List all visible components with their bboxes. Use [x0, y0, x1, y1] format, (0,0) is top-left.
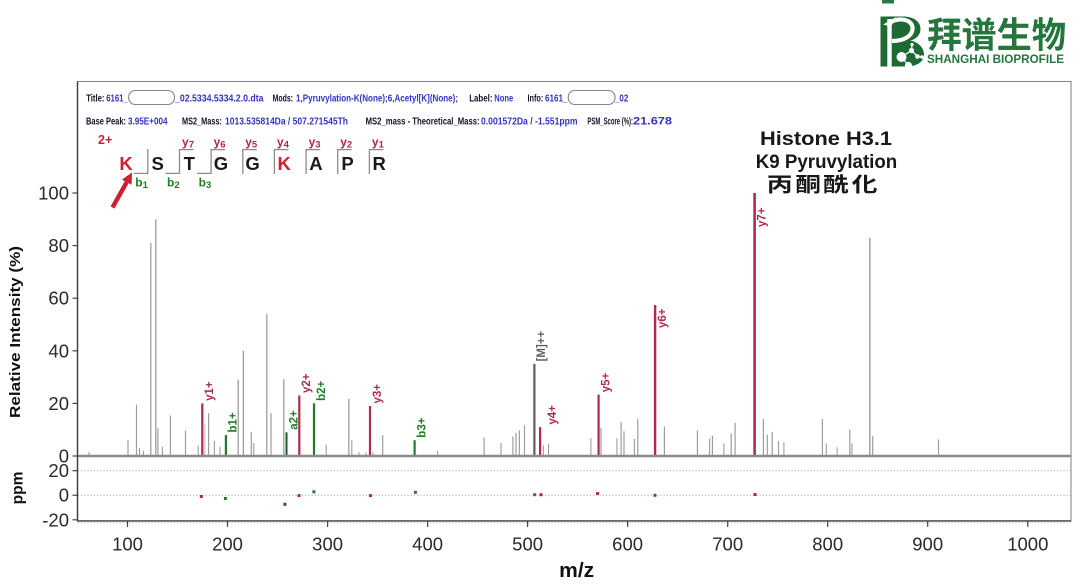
svg-text:y1+: y1+ — [204, 381, 216, 401]
svg-text:200: 200 — [212, 534, 243, 555]
svg-text:0: 0 — [59, 446, 69, 467]
svg-text:y2: y2 — [340, 135, 352, 151]
svg-text:y3: y3 — [309, 135, 321, 151]
svg-text:3.95E+004: 3.95E+004 — [128, 117, 168, 128]
svg-text:20: 20 — [48, 460, 69, 481]
svg-text:2+: 2+ — [98, 133, 112, 147]
svg-text:G: G — [214, 153, 228, 174]
svg-text:60: 60 — [48, 288, 69, 309]
svg-text:b2+: b2+ — [316, 380, 328, 400]
svg-text:A: A — [309, 153, 322, 174]
svg-text:y6: y6 — [214, 135, 226, 151]
svg-text:None: None — [494, 94, 514, 105]
svg-text:y4: y4 — [277, 135, 290, 151]
svg-text:K: K — [278, 153, 292, 174]
svg-text:b3+: b3+ — [416, 417, 428, 437]
svg-text:b2: b2 — [167, 176, 180, 192]
svg-text:Mods:: Mods: — [273, 94, 293, 105]
svg-text:y2+: y2+ — [301, 373, 313, 393]
svg-text:100: 100 — [38, 183, 69, 204]
svg-text:y5+: y5+ — [600, 372, 612, 392]
svg-text:-20: -20 — [42, 509, 69, 530]
svg-text:_02.5334.5334.2.0.dta: _02.5334.5334.2.0.dta — [174, 94, 264, 105]
svg-text:0.001572Da / -1.551ppm: 0.001572Da / -1.551ppm — [481, 117, 578, 128]
svg-text:800: 800 — [812, 534, 843, 555]
svg-text:y6+: y6+ — [657, 308, 669, 328]
svg-text:_02: _02 — [614, 94, 629, 105]
svg-text:y7+: y7+ — [757, 207, 769, 227]
svg-text:6161_: 6161_ — [545, 94, 568, 105]
svg-text:Base Peak:: Base Peak: — [86, 117, 126, 128]
svg-text:y4+: y4+ — [547, 405, 559, 425]
svg-text:m/z: m/z — [559, 560, 594, 582]
svg-text:Info:: Info: — [528, 94, 544, 105]
svg-text:b1: b1 — [135, 176, 148, 192]
svg-text:K: K — [119, 153, 133, 174]
svg-text:MS2_mass - Theoretical_Mass:: MS2_mass - Theoretical_Mass: — [366, 117, 480, 128]
svg-text:y7: y7 — [182, 135, 194, 151]
svg-text:K9 Pyruvylation: K9 Pyruvylation — [756, 152, 898, 173]
svg-text:20: 20 — [48, 393, 69, 414]
svg-text:b1+: b1+ — [228, 412, 240, 432]
svg-text:500: 500 — [512, 534, 543, 555]
svg-text:300: 300 — [312, 534, 343, 555]
svg-text:S: S — [152, 153, 164, 174]
svg-text:1000: 1000 — [1007, 534, 1048, 555]
svg-text:T: T — [184, 153, 196, 174]
svg-text:PSM_Score (%):: PSM_Score (%): — [587, 117, 633, 128]
svg-text:y3+: y3+ — [372, 384, 384, 404]
svg-text:1,Pyruvylation-K(None);6,Acety: 1,Pyruvylation-K(None);6,Acetyl[K](None)… — [296, 94, 458, 105]
svg-text:100: 100 — [112, 534, 143, 555]
svg-text:Relative Intensity (%): Relative Intensity (%) — [8, 246, 24, 418]
svg-text:900: 900 — [912, 534, 943, 555]
svg-text:700: 700 — [712, 534, 743, 555]
svg-text:6161_: 6161_ — [106, 94, 128, 105]
svg-text:MS2_Mass:: MS2_Mass: — [182, 117, 222, 128]
svg-text:ppm: ppm — [10, 472, 27, 505]
svg-text:y5: y5 — [245, 135, 258, 151]
svg-text:[M]++: [M]++ — [536, 330, 548, 361]
svg-text:80: 80 — [48, 235, 69, 256]
svg-text:400: 400 — [412, 534, 443, 555]
svg-text:0: 0 — [59, 485, 69, 506]
svg-text:y1: y1 — [372, 135, 385, 151]
svg-text:P: P — [341, 153, 353, 174]
svg-text:1013.535814Da / 507.271545Th: 1013.535814Da / 507.271545Th — [225, 117, 348, 128]
svg-text:SHANGHAI BIOPROFILE: SHANGHAI BIOPROFILE — [927, 52, 1064, 66]
svg-text:40: 40 — [48, 340, 69, 361]
svg-text:R: R — [373, 153, 386, 174]
svg-text:600: 600 — [612, 534, 643, 555]
svg-text:a2+: a2+ — [288, 410, 300, 430]
svg-text:b3: b3 — [199, 176, 212, 192]
svg-text:Title:: Title: — [86, 94, 104, 105]
svg-text:Label:: Label: — [469, 94, 492, 105]
svg-text:21.678: 21.678 — [633, 116, 672, 128]
svg-text:G: G — [245, 153, 259, 174]
svg-text:Histone H3.1: Histone H3.1 — [760, 129, 892, 150]
